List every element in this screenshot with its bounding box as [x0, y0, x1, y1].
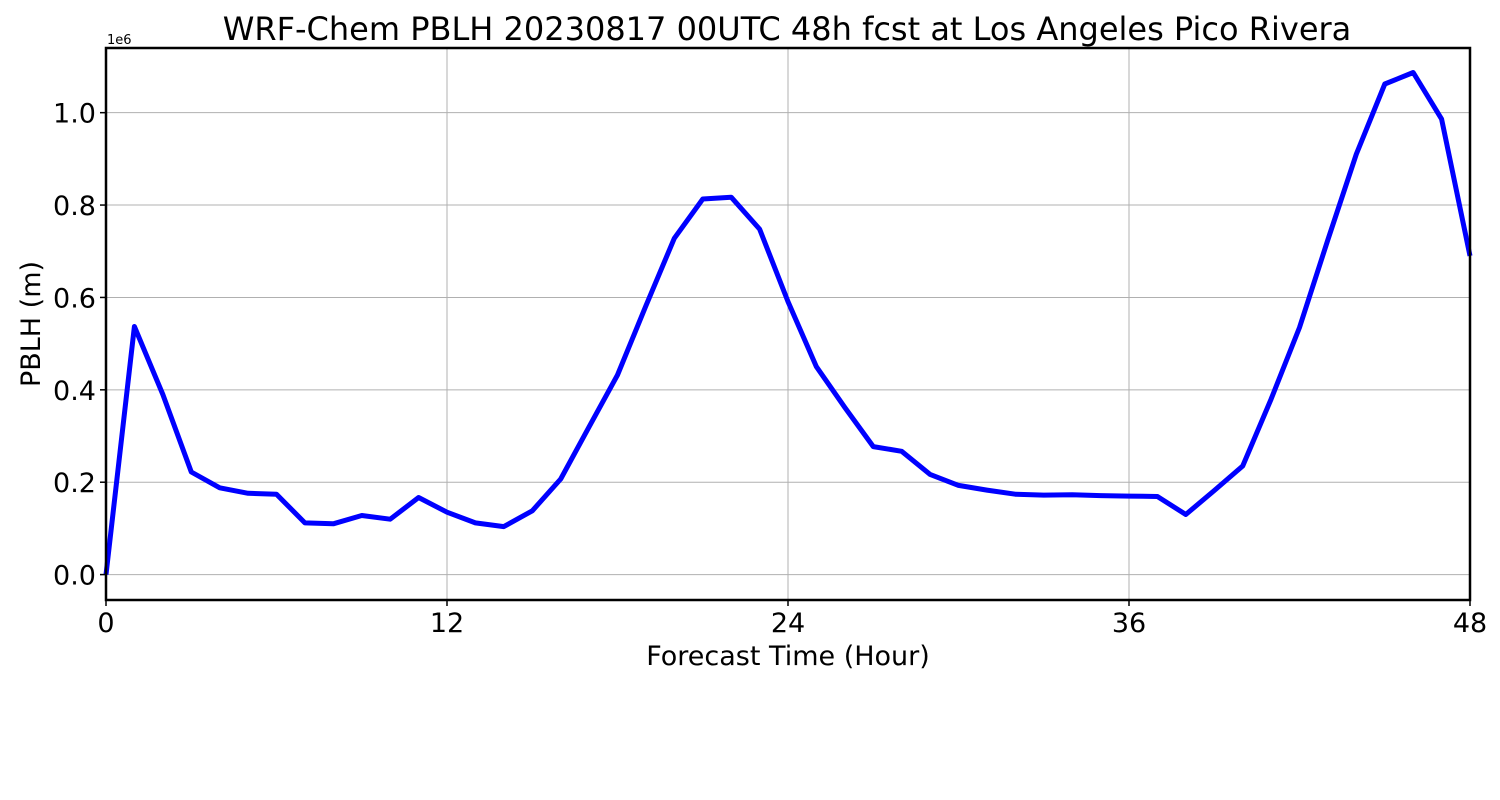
y-tick-label: 1.0 [53, 99, 96, 130]
y-tick-label: 0.2 [53, 468, 96, 499]
y-tick-label: 0.6 [53, 283, 96, 314]
x-tick-label: 0 [97, 608, 114, 639]
x-tick-label: 48 [1453, 608, 1487, 639]
x-axis-ticks: 0 12 24 36 48 [97, 600, 1487, 639]
y-axis-ticks: 0.0 0.2 0.4 0.6 0.8 1.0 [53, 99, 106, 592]
data-series [103, 70, 1473, 575]
y-offset-label: 1e6 [107, 33, 132, 48]
x-tick-label: 12 [430, 608, 464, 639]
x-axis-label: Forecast Time (Hour) [646, 641, 930, 672]
y-tick-label: 0.8 [53, 191, 96, 222]
x-tick-label: 36 [1112, 608, 1146, 639]
x-tick-label: 24 [771, 608, 805, 639]
y-tick-label: 0.0 [53, 561, 96, 592]
series-line [103, 70, 1473, 575]
y-tick-label: 0.4 [53, 376, 96, 407]
y-axis-label: PBLH (m) [16, 261, 47, 387]
grid-lines [105, 48, 1471, 600]
chart-title: WRF-Chem PBLH 20230817 00UTC 48h fcst at… [223, 10, 1352, 48]
